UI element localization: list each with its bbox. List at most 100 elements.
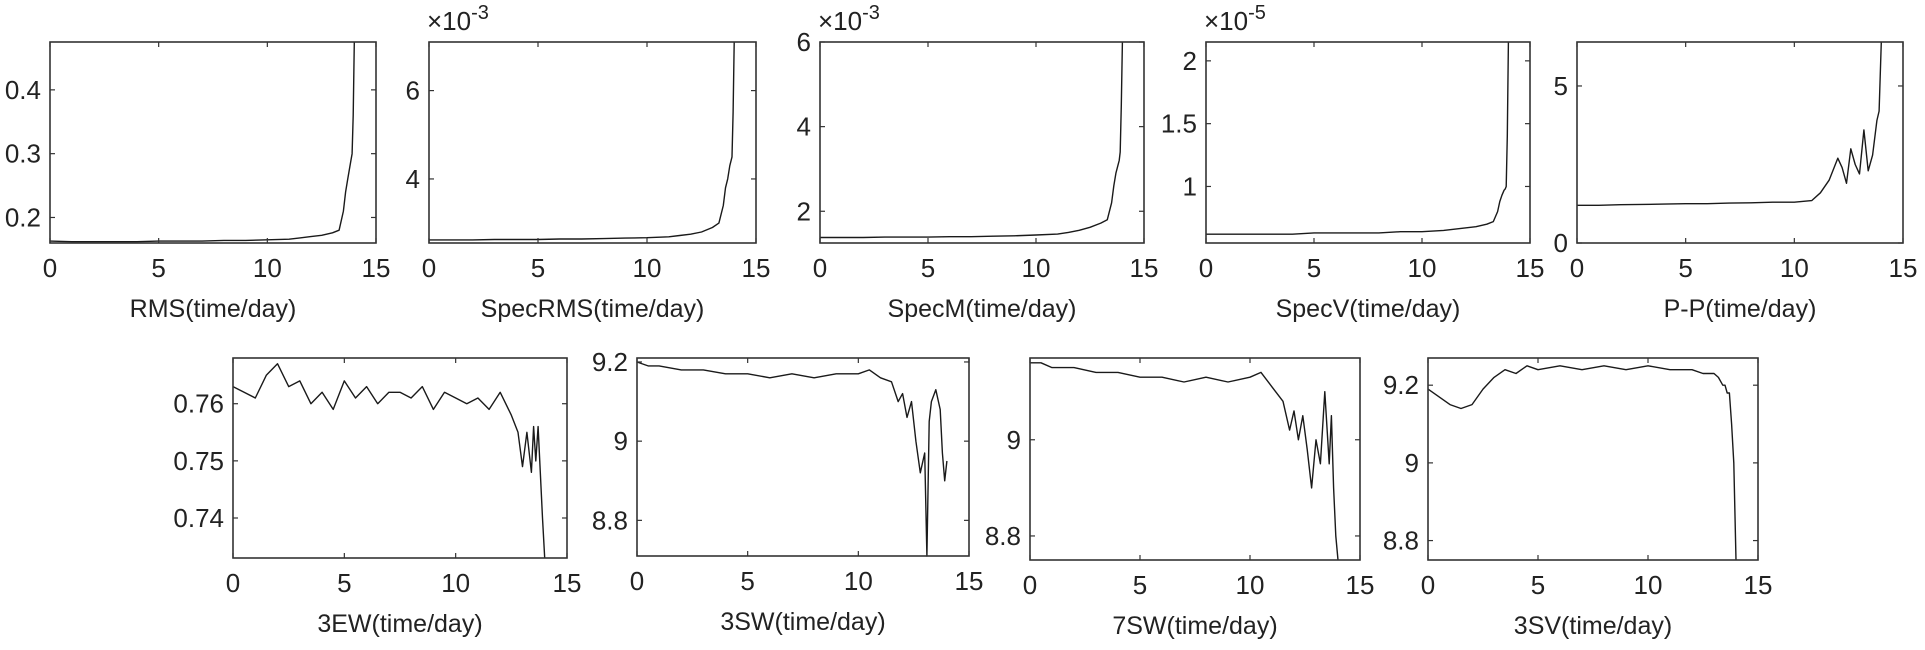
subplot-8: 0 5 10 15 8.8 9 7SW(time/day) — [985, 357, 1375, 640]
y-axis-multiplier: ×10-3 — [818, 2, 880, 36]
x-tick-label: 10 — [844, 566, 873, 596]
plot-frame — [49, 41, 377, 244]
x-tick-label: 5 — [1678, 253, 1692, 283]
y-tick-label: 6 — [797, 27, 811, 57]
y-tick-label: 0.4 — [5, 75, 41, 105]
y-tick-label: 0.75 — [173, 446, 224, 476]
plot-frame — [232, 357, 568, 559]
x-tick-label: 0 — [1421, 570, 1435, 600]
plot-frame — [1576, 41, 1904, 244]
x-tick-label: 10 — [1634, 570, 1663, 600]
y-tick-label: 0.76 — [173, 389, 224, 419]
y-tick-label: 1.5 — [1161, 109, 1197, 139]
y-tick-label: 4 — [797, 112, 811, 142]
y-tick-label: 9.2 — [1383, 370, 1419, 400]
y-axis-multiplier: ×10-3 — [427, 2, 489, 36]
series-line — [49, 41, 355, 243]
y-tick-label: 9 — [614, 426, 628, 456]
x-tick-label: 15 — [742, 253, 771, 283]
x-tick-label: 15 — [1516, 253, 1545, 283]
series-line — [636, 361, 948, 557]
series-line — [1427, 365, 1737, 561]
subplot-6: 0 5 10 15 0.74 0.75 0.76 3EW(time/day) — [173, 357, 582, 638]
x-tick-label: 0 — [422, 253, 436, 283]
x-tick-label: 10 — [441, 568, 470, 598]
x-axis-label: 7SW(time/day) — [1112, 612, 1277, 640]
x-tick-label: 10 — [253, 253, 282, 283]
x-tick-label: 15 — [955, 566, 984, 596]
x-tick-label: 5 — [921, 253, 935, 283]
series-line — [1206, 41, 1510, 235]
x-tick-label: 5 — [151, 253, 165, 283]
subplot-2: 0 5 10 15 4 6 SpecRMS(time/day) ×10-3 — [406, 2, 771, 323]
x-tick-label: 0 — [630, 566, 644, 596]
plot-frame — [428, 41, 757, 244]
x-axis-label: 3EW(time/day) — [317, 610, 482, 638]
x-tick-label: 15 — [553, 568, 582, 598]
y-tick-label: 0 — [1554, 228, 1568, 258]
y-tick-label: 2 — [1183, 46, 1197, 76]
series-line — [429, 41, 735, 241]
y-tick-label: 0.3 — [5, 139, 41, 169]
x-tick-label: 10 — [633, 253, 662, 283]
y-tick-label: 8.8 — [592, 505, 628, 535]
x-tick-label: 0 — [1570, 253, 1584, 283]
plot-frame — [819, 41, 1145, 244]
x-axis-label: SpecM(time/day) — [888, 295, 1077, 323]
x-tick-label: 5 — [1133, 570, 1147, 600]
x-axis-label: 3SW(time/day) — [720, 608, 885, 636]
y-tick-label: 9.2 — [592, 347, 628, 377]
x-tick-label: 0 — [813, 253, 827, 283]
y-tick-label: 5 — [1554, 71, 1568, 101]
x-tick-label: 15 — [1346, 570, 1375, 600]
x-tick-label: 10 — [1780, 253, 1809, 283]
x-tick-label: 5 — [740, 566, 754, 596]
y-tick-label: 8.8 — [1383, 526, 1419, 556]
series-line — [1030, 362, 1339, 561]
x-axis-label: RMS(time/day) — [130, 295, 297, 323]
x-tick-label: 10 — [1236, 570, 1265, 600]
x-axis-label: P-P(time/day) — [1664, 295, 1817, 323]
x-tick-label: 15 — [362, 253, 391, 283]
x-tick-label: 0 — [1199, 253, 1213, 283]
x-tick-label: 5 — [1531, 570, 1545, 600]
y-tick-label: 2 — [797, 196, 811, 226]
y-tick-label: 9 — [1405, 448, 1419, 478]
x-tick-label: 5 — [1307, 253, 1321, 283]
subplot-7: 0 5 10 15 8.8 9 9.2 3SW(time/day) — [592, 347, 984, 636]
subplot-5: 0 5 10 15 0 5 P-P(time/day) — [1554, 41, 1918, 323]
y-axis-multiplier-exponent: -3 — [471, 2, 489, 24]
subplot-9: 0 5 10 15 8.8 9 9.2 3SV(time/day) — [1383, 357, 1773, 640]
x-axis-label: 3SV(time/day) — [1514, 612, 1672, 640]
x-axis-label: SpecV(time/day) — [1276, 295, 1461, 323]
x-tick-label: 15 — [1744, 570, 1773, 600]
y-tick-label: 6 — [406, 76, 420, 106]
y-tick-label: 0.74 — [173, 503, 224, 533]
series-line — [1577, 41, 1882, 207]
series-line — [232, 363, 546, 559]
y-axis-multiplier-exponent: -5 — [1248, 2, 1266, 24]
series-line — [820, 41, 1124, 239]
y-tick-label: 8.8 — [985, 521, 1021, 551]
y-tick-label: 4 — [406, 164, 420, 194]
subplot-1: 0 5 10 15 0.2 0.3 0.4 RMS(time/day) — [5, 41, 391, 323]
x-tick-label: 5 — [531, 253, 545, 283]
y-axis-multiplier-exponent: -3 — [862, 2, 880, 24]
x-tick-label: 0 — [226, 568, 240, 598]
x-tick-label: 15 — [1130, 253, 1159, 283]
y-tick-label: 0.2 — [5, 202, 41, 232]
plot-frame — [1205, 41, 1531, 244]
y-axis-multiplier: ×10-5 — [1204, 2, 1266, 36]
x-tick-label: 5 — [337, 568, 351, 598]
x-tick-label: 10 — [1408, 253, 1437, 283]
x-tick-label: 15 — [1889, 253, 1918, 283]
plot-frame — [636, 357, 970, 557]
subplot-3: 0 5 10 15 2 4 6 SpecM(time/day) ×10-3 — [797, 2, 1159, 323]
x-tick-label: 10 — [1022, 253, 1051, 283]
x-tick-label: 0 — [1023, 570, 1037, 600]
plot-frame — [1029, 357, 1361, 561]
plot-frame — [1427, 357, 1759, 561]
y-tick-label: 9 — [1007, 425, 1021, 455]
x-tick-label: 0 — [43, 253, 57, 283]
